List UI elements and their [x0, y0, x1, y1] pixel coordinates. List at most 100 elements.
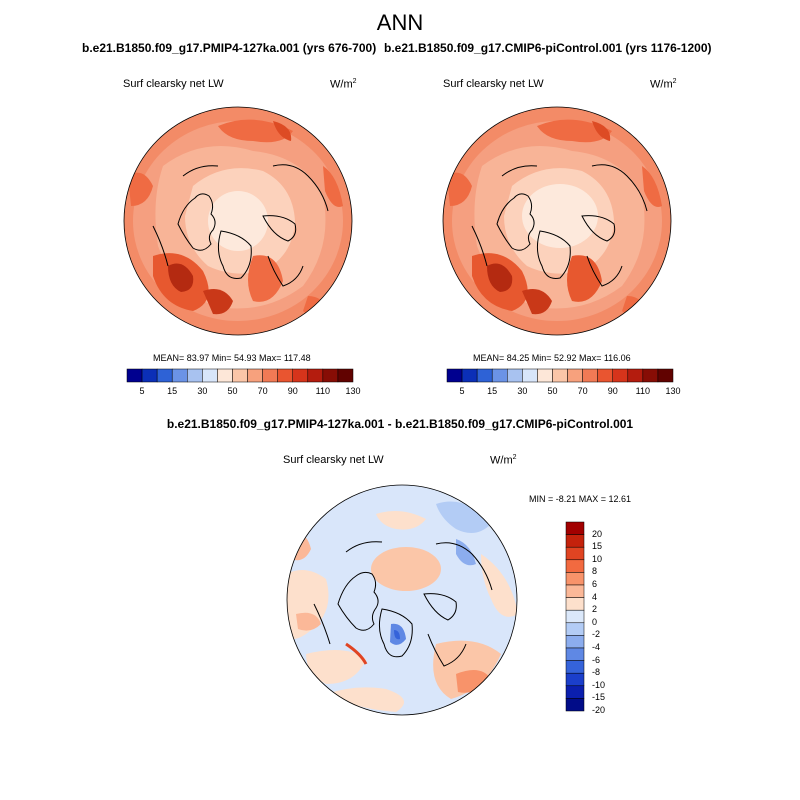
diff-title: b.e21.B1850.f09_g17.PMIP4-127ka.001 - b.… [166, 417, 634, 431]
map-boundary [286, 484, 518, 716]
colorbar-swatch [156, 368, 173, 383]
colorbar-tick-label: 70 [257, 386, 268, 396]
map-fill [456, 539, 476, 566]
colorbar-tick-label: 10 [592, 553, 603, 564]
right-stats-text: MEAN= 84.25 Min= 52.92 Max= 116.06 [473, 353, 631, 363]
colorbar-swatch [491, 368, 508, 383]
colorbar-tick-label: 30 [197, 386, 208, 396]
map-fill [642, 166, 662, 207]
colorbar-tick-label: 110 [315, 386, 331, 396]
diff-stats-text: MIN = -8.21 MAX = 12.61 [529, 494, 632, 504]
colorbar-swatch [522, 368, 538, 383]
colorbar-tick-label: 15 [167, 386, 178, 396]
map-fill [345, 642, 368, 665]
map-fill [218, 119, 293, 143]
map-fill [447, 172, 472, 206]
map-fill [592, 121, 611, 141]
colorbar-tick-label: 15 [487, 386, 498, 396]
left-variable-label: Surf clearsky net LW [123, 78, 224, 90]
colorbar-swatch [565, 635, 585, 649]
colorbar-tick-label: 30 [517, 386, 528, 396]
coastline [217, 230, 252, 279]
colorbar-tick-label: 110 [635, 386, 651, 396]
left-stats-text: MEAN= 83.97 Min= 54.93 Max= 117.48 [153, 353, 311, 363]
colorbar-swatch [141, 368, 158, 383]
colorbar-tick-label: -8 [592, 667, 601, 678]
colorbar-swatch [565, 597, 585, 611]
colorbar-swatch [565, 698, 585, 712]
colorbar-swatch [292, 368, 309, 383]
colorbar-tick-label: -4 [592, 642, 601, 652]
colorbar-tick-label: -10 [592, 679, 606, 690]
colorbar-swatch [552, 368, 568, 383]
map-fill [326, 687, 404, 712]
colorbar-swatch [187, 368, 203, 383]
colorbar-swatch [597, 368, 613, 383]
colorbar-swatch [565, 584, 585, 598]
diff-polar-map [286, 484, 518, 716]
colorbar-tick-label: 2 [592, 604, 598, 615]
map-fill [376, 510, 426, 530]
coastline [496, 193, 535, 251]
right-variable-label: Surf clearsky net LW [443, 78, 544, 90]
map-fill [481, 554, 517, 617]
colorbar-swatch [565, 609, 585, 624]
map-fill [168, 263, 194, 292]
colorbar-tick-label: 130 [345, 386, 361, 396]
colorbar-swatch [507, 368, 523, 383]
coastline [177, 193, 216, 251]
diff-colorbar [565, 521, 585, 712]
colorbar-swatch [461, 368, 478, 383]
colorbar-tick-label: 4 [592, 591, 598, 602]
map-fill [306, 650, 366, 684]
colorbar-tick-label: -20 [592, 705, 606, 715]
map-fill [371, 547, 441, 591]
left-units-label: W/m2 [330, 78, 357, 91]
colorbar-tick-label: 5 [139, 386, 145, 396]
colorbar-tick-label: 50 [547, 386, 558, 396]
colorbar-tick-label: -15 [592, 692, 606, 703]
map-fill [537, 119, 612, 143]
colorbar-swatch [537, 368, 553, 383]
colorbar-swatch [337, 368, 354, 383]
coastline [536, 230, 571, 279]
map-fill [128, 172, 153, 206]
map-fill [522, 184, 598, 248]
colorbar-swatch [627, 368, 644, 383]
colorbar-tick-label: 5 [459, 386, 465, 396]
colorbar-tick-label: 90 [607, 386, 618, 396]
colorbar-swatch [307, 368, 324, 383]
map-fill [567, 255, 602, 302]
map-fill [433, 640, 501, 699]
right-units-label: W/m2 [650, 78, 677, 91]
coastline [378, 608, 413, 658]
colorbar-tick-label: 15 [592, 541, 603, 552]
left-colorbar [126, 368, 354, 383]
map-boundary [123, 106, 353, 336]
colorbar-swatch [565, 660, 585, 674]
colorbar-swatch [126, 368, 143, 383]
colorbar-tick-label: -2 [592, 629, 601, 640]
colorbar-swatch [565, 647, 585, 661]
colorbar-swatch [582, 368, 598, 383]
colorbar-swatch [642, 368, 659, 383]
map-fill [203, 288, 233, 315]
colorbar-tick-label: 70 [577, 386, 588, 396]
colorbar-tick-label: 8 [592, 566, 598, 577]
colorbar-swatch [171, 368, 188, 383]
colorbar-swatch [565, 546, 585, 561]
colorbar-swatch [446, 368, 463, 383]
coastline [313, 541, 493, 667]
colorbar-swatch [247, 368, 263, 383]
colorbar-tick-label: 6 [592, 579, 598, 589]
colorbar-swatch [565, 559, 585, 573]
coastline [152, 164, 329, 287]
right-colorbar [446, 368, 674, 383]
colorbar-swatch [612, 368, 629, 383]
map-boundary [442, 106, 672, 336]
map-fill [208, 191, 268, 251]
map-fill [456, 670, 491, 693]
left-polar-map [123, 106, 353, 336]
map-fill [487, 263, 513, 292]
map-fill [436, 501, 491, 533]
